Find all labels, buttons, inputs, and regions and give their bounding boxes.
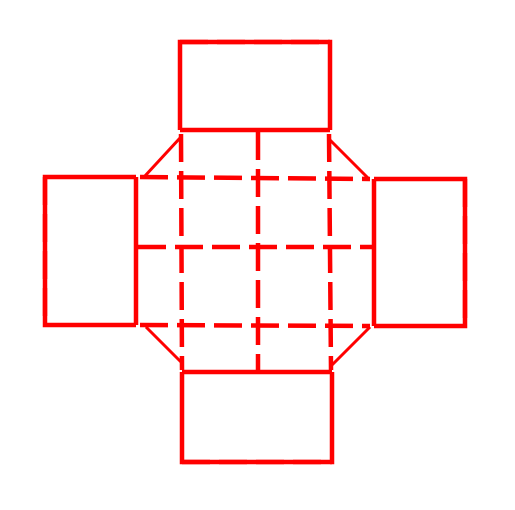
fold-line-v-right [326,133,334,371]
left-flap-outline [42,174,136,328]
flap-edge-marks [42,39,468,465]
corner-diagonals [142,136,372,367]
diagonal-bottom-right [330,325,372,367]
fold-line-v-left [178,133,185,371]
right-flap [374,176,468,329]
top-flap [177,39,333,130]
right-flap-outline [374,176,468,329]
vertical-fold-lines [178,132,334,372]
fold-line-h-lower [139,322,371,329]
fold-line-h-upper [139,174,371,182]
central-base [133,127,377,375]
diagonal-bottom-left [144,325,184,365]
bottom-flap [179,372,335,465]
top-flap-outline [177,39,333,130]
left-flap [42,174,136,328]
diagonal-top-left [142,136,182,179]
bottom-flap-outline [179,372,335,465]
diagonal-top-right [328,138,370,180]
